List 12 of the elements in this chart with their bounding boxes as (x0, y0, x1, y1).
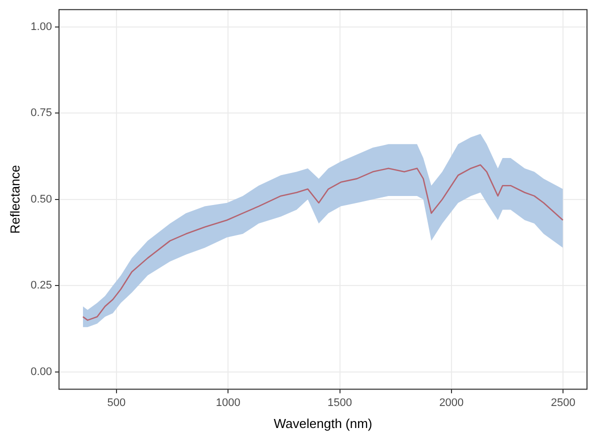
x-tick-label: 1500 (328, 396, 352, 409)
x-tick-label: 2000 (439, 396, 464, 409)
y-tick-label: 0.00 (30, 366, 52, 378)
y-axis-title: Reflectance (7, 165, 22, 234)
y-tick-label: 0.25 (30, 280, 52, 292)
y-tick-label: 0.75 (30, 107, 52, 120)
x-tick-label: 2500 (550, 396, 576, 409)
y-tick-label: 1.00 (30, 20, 52, 33)
y-tick-label: 0.50 (30, 193, 52, 206)
x-tick-label: 1000 (216, 396, 240, 409)
x-axis-title: Wavelength (nm) (274, 416, 372, 431)
x-tick-label: 500 (107, 396, 126, 409)
